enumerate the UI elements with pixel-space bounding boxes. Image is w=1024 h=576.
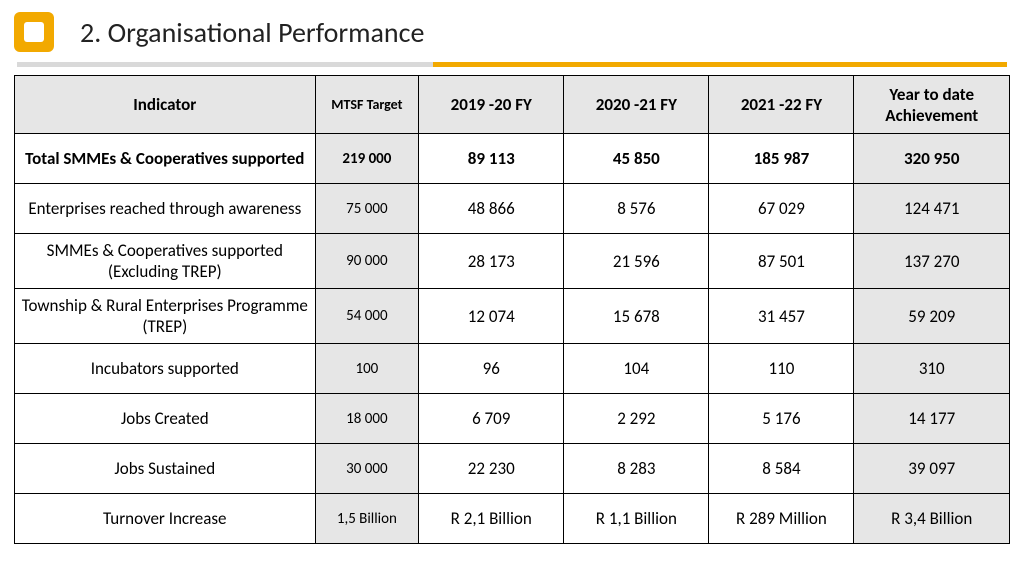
cell-fy1: 48 866 xyxy=(419,184,564,234)
cell-fy2: 21 596 xyxy=(564,234,709,289)
cell-fy2: 8 576 xyxy=(564,184,709,234)
cell-fy2: 45 850 xyxy=(564,134,709,184)
cell-fy3: 31 457 xyxy=(709,289,854,344)
cell-fy2: R 1,1 Billion xyxy=(564,494,709,544)
cell-fy3: R 289 Million xyxy=(709,494,854,544)
cell-fy2: 15 678 xyxy=(564,289,709,344)
cell-indicator: Total SMMEs & Cooperatives supported xyxy=(15,134,316,184)
table-header-row: Indicator MTSF Target 2019 -20 FY 2020 -… xyxy=(15,76,1010,134)
cell-fy1: 28 173 xyxy=(419,234,564,289)
cell-indicator: SMMEs & Cooperatives supported (Excludin… xyxy=(15,234,316,289)
cell-fy2: 8 283 xyxy=(564,444,709,494)
table-row: Incubators supported10096104110310 xyxy=(15,344,1010,394)
cell-fy3: 8 584 xyxy=(709,444,854,494)
cell-mtsf: 30 000 xyxy=(315,444,419,494)
slide-header: 2. Organisational Performance xyxy=(0,0,1024,52)
cell-mtsf: 18 000 xyxy=(315,394,419,444)
table-body: Total SMMEs & Cooperatives supported219 … xyxy=(15,134,1010,544)
logo-inner-square xyxy=(24,22,44,42)
slide-title: 2. Organisational Performance xyxy=(80,15,424,50)
cell-indicator: Enterprises reached through awareness xyxy=(15,184,316,234)
cell-mtsf: 1,5 Billion xyxy=(315,494,419,544)
cell-mtsf: 90 000 xyxy=(315,234,419,289)
cell-fy1: 96 xyxy=(419,344,564,394)
table-row: Total SMMEs & Cooperatives supported219 … xyxy=(15,134,1010,184)
cell-fy2: 2 292 xyxy=(564,394,709,444)
col-header-ytd: Year to date Achievement xyxy=(854,76,1010,134)
title-divider xyxy=(17,62,1007,67)
cell-fy3: 67 029 xyxy=(709,184,854,234)
cell-fy1: 6 709 xyxy=(419,394,564,444)
cell-mtsf: 219 000 xyxy=(315,134,419,184)
cell-fy1: 89 113 xyxy=(419,134,564,184)
cell-fy3: 185 987 xyxy=(709,134,854,184)
cell-indicator: Jobs Created xyxy=(15,394,316,444)
table-row: Enterprises reached through awareness75 … xyxy=(15,184,1010,234)
cell-ytd: 14 177 xyxy=(854,394,1010,444)
col-header-fy3: 2021 -22 FY xyxy=(709,76,854,134)
cell-ytd: 137 270 xyxy=(854,234,1010,289)
cell-fy2: 104 xyxy=(564,344,709,394)
cell-indicator: Jobs Sustained xyxy=(15,444,316,494)
table-row: Jobs Sustained30 00022 2308 2838 58439 0… xyxy=(15,444,1010,494)
cell-mtsf: 54 000 xyxy=(315,289,419,344)
cell-indicator: Incubators supported xyxy=(15,344,316,394)
cell-fy3: 5 176 xyxy=(709,394,854,444)
cell-fy1: 22 230 xyxy=(419,444,564,494)
table-row: SMMEs & Cooperatives supported (Excludin… xyxy=(15,234,1010,289)
cell-mtsf: 75 000 xyxy=(315,184,419,234)
cell-ytd: 320 950 xyxy=(854,134,1010,184)
cell-fy3: 110 xyxy=(709,344,854,394)
col-header-fy1: 2019 -20 FY xyxy=(419,76,564,134)
cell-fy3: 87 501 xyxy=(709,234,854,289)
table-row: Jobs Created18 0006 7092 2925 17614 177 xyxy=(15,394,1010,444)
table-row: Township & Rural Enterprises Programme (… xyxy=(15,289,1010,344)
divider-grey-segment xyxy=(17,62,433,67)
performance-table: Indicator MTSF Target 2019 -20 FY 2020 -… xyxy=(14,75,1010,544)
cell-indicator: Township & Rural Enterprises Programme (… xyxy=(15,289,316,344)
col-header-indicator: Indicator xyxy=(15,76,316,134)
cell-ytd: R 3,4 Billion xyxy=(854,494,1010,544)
divider-orange-segment xyxy=(433,62,1007,67)
cell-ytd: 310 xyxy=(854,344,1010,394)
cell-fy1: R 2,1 Billion xyxy=(419,494,564,544)
cell-ytd: 59 209 xyxy=(854,289,1010,344)
table-container: Indicator MTSF Target 2019 -20 FY 2020 -… xyxy=(0,75,1024,544)
cell-indicator: Turnover Increase xyxy=(15,494,316,544)
col-header-mtsf: MTSF Target xyxy=(315,76,419,134)
col-header-fy2: 2020 -21 FY xyxy=(564,76,709,134)
logo-icon xyxy=(14,12,54,52)
cell-fy1: 12 074 xyxy=(419,289,564,344)
cell-ytd: 124 471 xyxy=(854,184,1010,234)
table-row: Turnover Increase1,5 BillionR 2,1 Billio… xyxy=(15,494,1010,544)
cell-mtsf: 100 xyxy=(315,344,419,394)
cell-ytd: 39 097 xyxy=(854,444,1010,494)
